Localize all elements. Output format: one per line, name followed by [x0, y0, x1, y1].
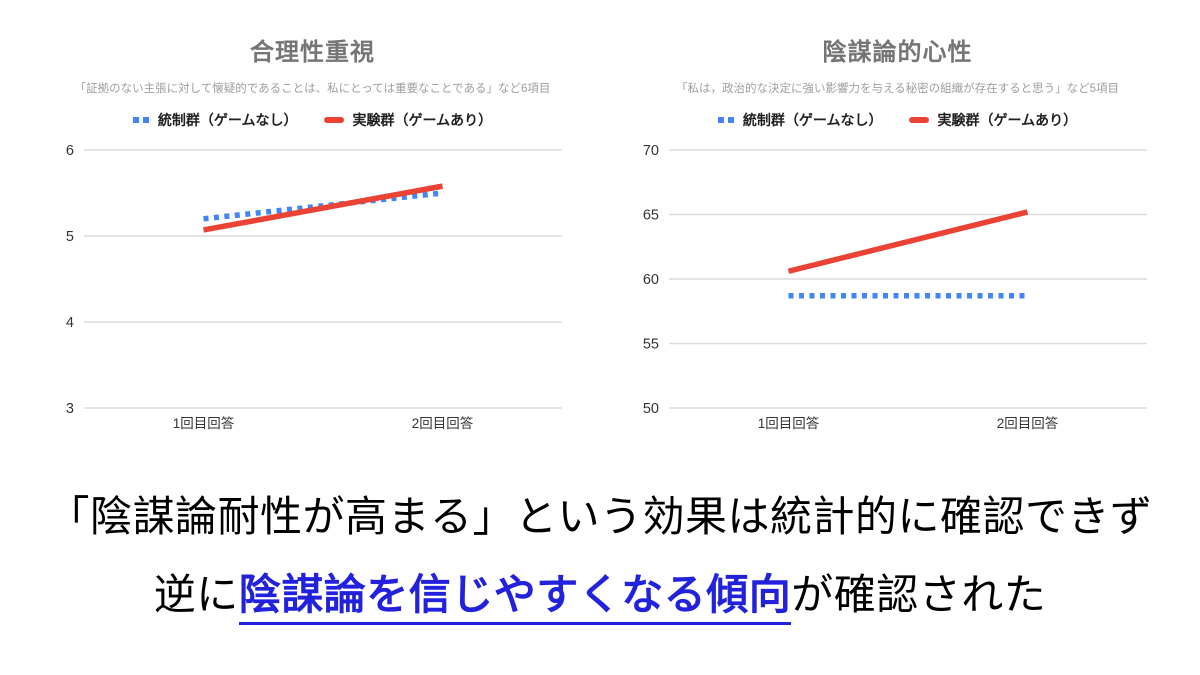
chart-block-conspiracy: 陰謀論的心性 「私は，政治的な決定に強い影響力を与える秘密の組織が存在すると思う… — [615, 38, 1180, 436]
line-chart-conspiracy: 70 65 60 55 50 1回目回答 2回目回答 — [643, 143, 1147, 431]
caption-line2-suffix: が確認された — [791, 573, 1047, 620]
legend-bar — [323, 117, 344, 123]
x-axis-category-label: 2回目回答 — [997, 415, 1059, 431]
legend-item: 実験群（ゲームあり） — [908, 110, 1078, 130]
legend-dot — [132, 117, 139, 123]
chart-title: 合理性重視 — [250, 39, 375, 66]
charts-row: 合理性重視 「証拠のない主張に対して懐疑的であることは、私にとっては重要なことで… — [30, 38, 1180, 436]
y-axis-tick-label: 6 — [66, 143, 74, 159]
legend-item: 実験群（ゲームあり） — [323, 110, 493, 130]
chart-subtitle: 「証拠のない主張に対して懐疑的であることは、私にとっては重要なことである」など6… — [74, 83, 551, 95]
legend-dotted-line-marker — [132, 117, 149, 123]
legend-label: 実験群（ゲームあり） — [352, 112, 493, 128]
x-axis-category-label: 1回目回答 — [173, 415, 235, 431]
chart-legend: 統制群（ゲームなし） 実験群（ゲームあり） — [30, 111, 595, 129]
legend-dot — [727, 117, 734, 123]
legend-solid-line-marker — [908, 117, 929, 123]
y-axis-tick-label: 70 — [643, 143, 659, 159]
caption: 「陰謀論耐性が高まる」という効果は統計的に確認できず 逆に陰謀論を信じやすくなる… — [0, 494, 1200, 626]
caption-highlight-underlined: 陰謀論を信じやすくなる傾向 — [238, 573, 792, 626]
y-axis-tick-label: 55 — [643, 337, 659, 353]
chart-legend: 統制群（ゲームなし） 実験群（ゲームあり） — [615, 111, 1180, 129]
y-axis-tick-label: 3 — [66, 401, 74, 417]
legend-bar — [908, 117, 929, 123]
y-axis-tick-label: 50 — [643, 401, 659, 417]
legend-dot — [142, 117, 149, 123]
legend-solid-line-marker — [323, 117, 344, 123]
y-axis-tick-label: 5 — [66, 229, 74, 245]
legend-dot — [717, 117, 724, 123]
line-chart-rationality: 6 5 4 3 1回目回答 2回目回答 — [66, 143, 562, 431]
chart-title: 陰謀論的心性 — [822, 39, 973, 66]
caption-line-2: 逆に陰謀論を信じやすくなる傾向が確認された — [0, 572, 1200, 626]
caption-line2-prefix: 逆に — [153, 573, 239, 620]
y-axis-tick-label: 4 — [66, 315, 74, 331]
chart-subtitle: 「私は，政治的な決定に強い影響力を与える秘密の組織が存在すると思う」など5項目 — [675, 83, 1120, 95]
experimental-group-line — [787, 209, 1029, 274]
x-axis-category-label: 1回目回答 — [758, 415, 820, 431]
legend-dotted-line-marker — [717, 117, 734, 123]
legend-label: 実験群（ゲームあり） — [937, 112, 1078, 128]
legend-label: 統制群（ゲームなし） — [742, 112, 883, 128]
experimental-group-line — [203, 183, 443, 233]
y-axis-tick-label: 65 — [643, 208, 659, 224]
chart-block-rationality: 合理性重視 「証拠のない主張に対して懐疑的であることは、私にとっては重要なことで… — [30, 38, 595, 436]
legend-label: 統制群（ゲームなし） — [157, 112, 298, 128]
legend-item: 統制群（ゲームなし） — [132, 110, 298, 130]
caption-line-1: 「陰謀論耐性が高まる」という効果は統計的に確認できず — [47, 495, 1153, 541]
legend-item: 統制群（ゲームなし） — [717, 110, 883, 130]
y-axis-tick-label: 60 — [643, 272, 659, 288]
x-axis-category-label: 2回目回答 — [412, 415, 474, 431]
